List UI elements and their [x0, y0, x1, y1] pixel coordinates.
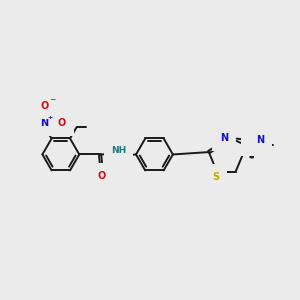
Text: N: N [220, 133, 228, 143]
Text: N: N [256, 135, 264, 145]
Text: N: N [40, 118, 48, 128]
Text: O: O [58, 118, 66, 128]
Text: NH: NH [111, 146, 126, 155]
Text: O: O [40, 101, 48, 111]
Text: O: O [98, 171, 106, 181]
Text: +: + [48, 115, 53, 120]
Text: S: S [212, 172, 220, 182]
Text: N: N [249, 138, 257, 148]
Text: −: − [49, 95, 55, 104]
